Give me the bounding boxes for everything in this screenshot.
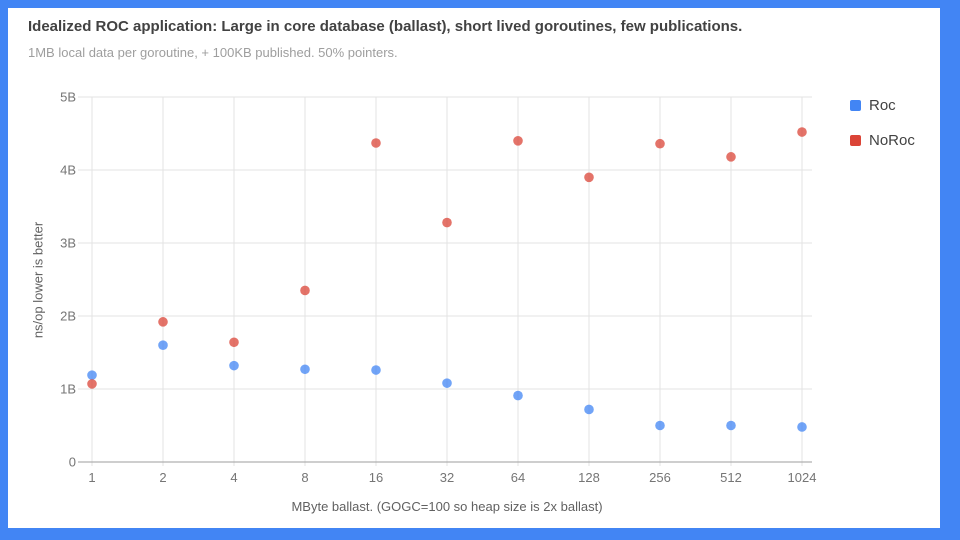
svg-text:1B: 1B [60, 382, 76, 397]
legend-item-roc: Roc [850, 96, 915, 114]
svg-text:1: 1 [88, 470, 95, 485]
noroc-series-swatch-icon [850, 134, 861, 146]
svg-text:3B: 3B [60, 236, 76, 251]
svg-text:4B: 4B [60, 163, 76, 178]
legend-item-noroc: NoRoc [850, 131, 915, 149]
svg-text:512: 512 [720, 470, 742, 485]
svg-text:2: 2 [159, 470, 166, 485]
svg-text:64: 64 [511, 470, 525, 485]
svg-text:4: 4 [230, 470, 237, 485]
y-axis-title: ns/op lower is better [30, 221, 46, 339]
chart-title: Idealized ROC application: Large in core… [28, 18, 743, 35]
svg-text:5B: 5B [60, 90, 76, 105]
svg-text:0: 0 [69, 455, 76, 470]
legend-label-roc: Roc [869, 96, 896, 114]
chart-card: Idealized ROC application: Large in core… [8, 8, 940, 528]
svg-text:256: 256 [649, 470, 671, 485]
svg-text:128: 128 [578, 470, 600, 485]
svg-text:1024: 1024 [788, 470, 817, 485]
roc-series-swatch-icon [850, 99, 861, 111]
svg-text:2B: 2B [60, 309, 76, 324]
legend: Roc NoRoc [850, 96, 915, 149]
legend-label-noroc: NoRoc [869, 131, 915, 149]
chart-subtitle: 1MB local data per goroutine, + 100KB pu… [28, 45, 398, 60]
svg-text:32: 32 [440, 470, 454, 485]
x-axis-title: MByte ballast. (GOGC=100 so heap size is… [291, 499, 603, 514]
svg-text:16: 16 [369, 470, 383, 485]
scatter-plot-area: 0 1B 2B 3B 4B 5B 1 2 4 8 16 32 64 128 256 512 1024 [60, 90, 817, 486]
svg-text:8: 8 [301, 470, 308, 485]
